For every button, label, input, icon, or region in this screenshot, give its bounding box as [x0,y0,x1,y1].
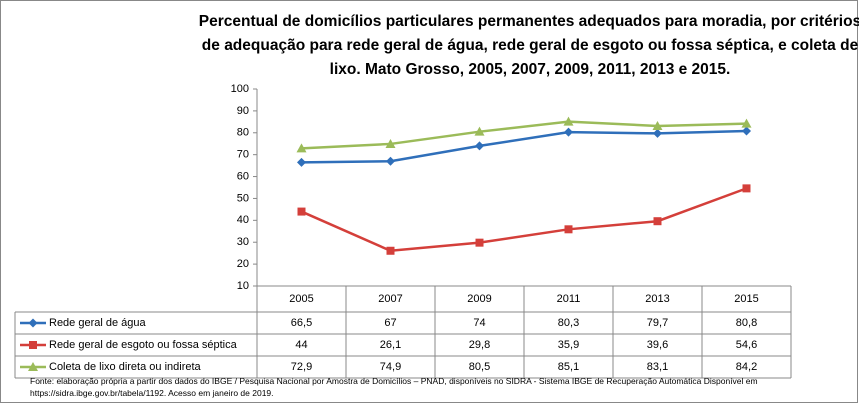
data-point [386,246,395,255]
x-tick-label: 2015 [734,293,758,305]
x-tick-label: 2009 [467,293,491,305]
y-tick-label: 60 [237,170,249,182]
y-tick-label: 40 [237,214,249,226]
x-tick-label: 2005 [289,293,313,305]
data-point [564,127,573,137]
data-point [296,143,307,153]
data-point [563,116,574,126]
table-value: 85,1 [558,361,579,373]
data-point [386,156,395,166]
data-point [653,128,662,138]
series-line [301,129,747,164]
data-point [385,138,396,148]
legend-label: Coleta de lixo direta ou indireta [49,361,202,373]
data-point [652,120,663,130]
table-value: 35,9 [558,339,579,351]
table-value: 26,1 [380,339,401,351]
table-value: 39,6 [647,339,668,351]
y-tick-label: 90 [237,105,249,117]
y-tick-label: 80 [237,127,249,139]
table-value: 79,7 [647,317,668,329]
data-point [742,126,751,136]
data-point [474,126,485,136]
table-value: 54,6 [736,339,757,351]
series-line [300,187,747,253]
table-value: 66,5 [291,317,312,329]
table-value: 74,9 [380,361,401,373]
data-point [564,225,573,234]
table-value: 29,8 [469,339,490,351]
data-point [475,238,484,247]
legend-marker [28,362,38,371]
y-tick-label: 100 [231,83,249,95]
x-tick-label: 2013 [645,293,669,305]
table-value: 80,5 [469,361,490,373]
table-value: 72,9 [291,361,312,373]
data-point [741,118,752,128]
series-line [301,120,747,150]
legend-label: Rede geral de esgoto ou fossa séptica [49,339,238,351]
legend-marker [28,318,38,328]
data-point [742,184,751,193]
data-point [653,217,662,226]
y-tick-label: 70 [237,149,249,161]
table-value: 80,3 [558,317,579,329]
data-point [475,141,484,151]
source-note: Fonte: elaboração própria a partir dos d… [30,376,758,398]
y-tick-label: 30 [237,236,249,248]
x-tick-label: 2011 [557,293,581,305]
y-tick-label: 10 [237,280,249,292]
table-value: 83,1 [647,361,668,373]
data-point [297,157,306,167]
y-tick-label: 50 [237,192,249,204]
y-tick-label: 20 [237,258,249,270]
legend-label: Rede geral de água [49,317,147,329]
table-value: 67 [384,317,396,329]
table-value: 84,2 [736,361,757,373]
table-value: 74 [473,317,485,329]
data-point [297,207,306,216]
table-value: 44 [295,339,307,351]
x-tick-label: 2007 [378,293,402,305]
table-value: 80,8 [736,317,757,329]
legend-marker [29,341,37,349]
chart-title: Percentual de domicílios particulares pe… [198,13,859,78]
